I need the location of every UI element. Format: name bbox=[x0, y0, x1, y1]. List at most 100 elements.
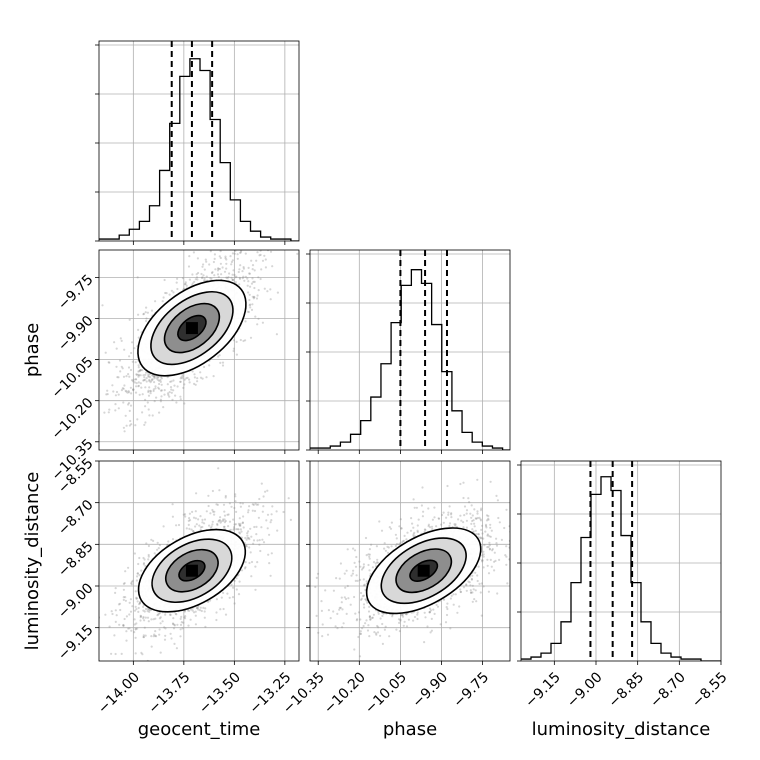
scatter-point bbox=[162, 296, 165, 299]
scatter-point bbox=[172, 623, 175, 626]
scatter-point bbox=[107, 411, 110, 414]
scatter-point bbox=[240, 250, 243, 252]
scatter-point bbox=[211, 489, 214, 493]
scatter-point bbox=[476, 512, 479, 515]
scatter-point bbox=[137, 313, 140, 316]
scatter-point bbox=[488, 547, 491, 550]
scatter-point bbox=[227, 276, 230, 279]
scatter-point bbox=[369, 618, 372, 621]
scatter-point bbox=[368, 553, 371, 556]
scatter-point bbox=[139, 368, 142, 372]
scatter-point bbox=[476, 516, 479, 520]
scatter-point bbox=[222, 591, 225, 595]
scatter-point bbox=[252, 539, 256, 542]
scatter-point bbox=[398, 525, 401, 528]
scatter-point bbox=[340, 601, 343, 604]
scatter-point bbox=[107, 666, 109, 668]
scatter-point bbox=[248, 304, 251, 307]
scatter-point bbox=[217, 267, 220, 270]
scatter-point bbox=[481, 559, 484, 562]
scatter-point bbox=[231, 279, 234, 282]
scatter-point bbox=[231, 278, 234, 281]
scatter-point bbox=[95, 640, 97, 642]
scatter-point bbox=[511, 554, 513, 556]
scatter-point bbox=[244, 566, 247, 569]
scatter-point bbox=[199, 526, 202, 529]
scatter-point bbox=[209, 526, 212, 530]
scatter-point bbox=[249, 285, 252, 288]
scatter-point bbox=[188, 517, 191, 520]
scatter-point bbox=[192, 516, 196, 519]
scatter-point bbox=[157, 613, 160, 616]
scatter-point bbox=[488, 541, 491, 544]
contour-line bbox=[137, 528, 247, 613]
scatter-point bbox=[217, 355, 220, 358]
scatter-point bbox=[254, 565, 257, 568]
scatter-point bbox=[169, 386, 173, 389]
scatter-point bbox=[159, 622, 162, 625]
scatter-point bbox=[423, 530, 426, 533]
scatter-point bbox=[133, 347, 136, 350]
scatter-point bbox=[191, 370, 194, 373]
scatter-point bbox=[360, 568, 364, 571]
scatter-point bbox=[247, 291, 250, 294]
scatter-point bbox=[194, 278, 197, 281]
scatter-point bbox=[446, 484, 449, 488]
scatter-point bbox=[183, 617, 187, 620]
scatter-point bbox=[537, 511, 539, 513]
scatter-point bbox=[218, 519, 222, 522]
contour-line bbox=[409, 559, 439, 582]
scatter-point bbox=[123, 582, 126, 585]
scatter-point bbox=[505, 555, 508, 558]
scatter-point bbox=[489, 480, 492, 483]
scatter-point bbox=[439, 623, 442, 626]
scatter-point bbox=[223, 514, 227, 517]
scatter-point bbox=[149, 376, 152, 379]
scatter-point bbox=[124, 389, 127, 392]
scatter-point bbox=[246, 534, 249, 537]
scatter-point bbox=[138, 602, 142, 605]
scatter-point bbox=[233, 526, 236, 529]
scatter-point bbox=[170, 637, 173, 640]
scatter-point bbox=[141, 411, 144, 414]
scatter-point bbox=[122, 588, 125, 591]
scatter-point bbox=[250, 575, 253, 578]
scatter-point bbox=[179, 628, 182, 631]
scatter-point bbox=[400, 614, 403, 617]
scatter-point bbox=[401, 613, 404, 616]
scatter-point bbox=[446, 607, 449, 611]
scatter-point bbox=[452, 593, 455, 596]
scatter-point bbox=[378, 520, 381, 523]
scatter-point bbox=[376, 631, 380, 634]
scatter-point bbox=[341, 608, 344, 611]
scatter-point bbox=[204, 625, 207, 628]
scatter-point bbox=[142, 635, 145, 639]
scatter-point bbox=[245, 545, 248, 548]
scatter-point bbox=[242, 275, 245, 278]
scatter-point bbox=[390, 545, 393, 548]
scatter-point bbox=[315, 576, 318, 580]
scatter-point bbox=[354, 579, 357, 583]
scatter-point bbox=[217, 520, 220, 523]
scatter-point bbox=[136, 276, 139, 279]
scatter-point bbox=[269, 574, 272, 577]
scatter-point bbox=[250, 560, 254, 564]
scatter-point bbox=[198, 609, 202, 612]
panel-frame bbox=[98, 40, 300, 242]
scatter-point bbox=[435, 525, 438, 528]
scatter-point bbox=[266, 513, 270, 516]
scatter-point bbox=[241, 521, 244, 525]
scatter-point bbox=[239, 505, 242, 508]
scatter-point bbox=[463, 505, 467, 508]
scatter-point bbox=[160, 389, 163, 392]
scatter-point bbox=[450, 594, 453, 598]
scatter-point bbox=[137, 366, 140, 369]
scatter-point bbox=[437, 517, 441, 520]
scatter-point bbox=[225, 258, 228, 261]
scatter-point bbox=[211, 523, 214, 526]
scatter-point bbox=[145, 380, 148, 383]
scatter-point bbox=[349, 603, 352, 606]
scatter-point bbox=[163, 638, 167, 641]
scatter-point bbox=[191, 282, 194, 285]
scatter-point bbox=[368, 548, 371, 551]
